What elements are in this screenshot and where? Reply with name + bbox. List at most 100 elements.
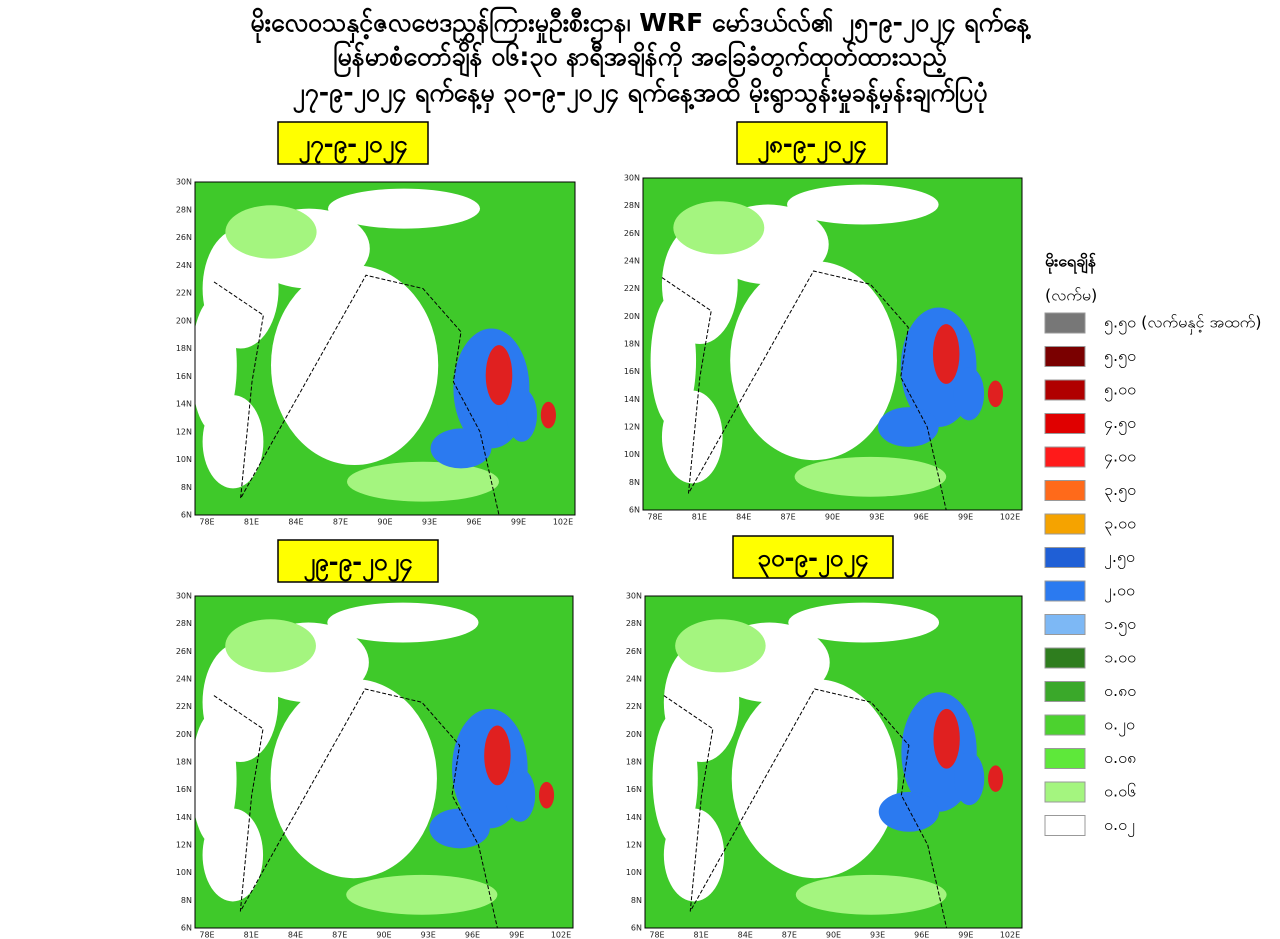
lat-label: 24N (626, 675, 642, 684)
legend-label: ၂.၀၀ (1104, 581, 1135, 603)
legend-swatch (1044, 346, 1086, 367)
light-rain (675, 619, 766, 673)
lon-label: 90E (376, 931, 391, 939)
map-frame (642, 177, 1023, 511)
legend-label: ၀.၀၈ (1104, 748, 1136, 767)
lat-label: 6N (631, 924, 642, 933)
lon-label: 87E (332, 931, 347, 939)
lat-label: 20N (176, 730, 192, 739)
lat-label: 28N (624, 201, 640, 210)
lon-label: 99E (958, 513, 973, 522)
legend-unit: (လက်မ) (1045, 286, 1097, 305)
lon-label: 84E (288, 518, 303, 527)
lat-label: 18N (176, 344, 192, 353)
legend-swatch (1044, 714, 1086, 736)
legend-swatch (1044, 413, 1086, 434)
lon-label: 78E (199, 931, 214, 939)
lon-label: 78E (199, 518, 214, 527)
dry-area (650, 294, 697, 427)
lat-label: 22N (626, 702, 642, 711)
lon-label: 87E (782, 931, 797, 939)
dry-area (730, 261, 897, 461)
light-rain (794, 456, 947, 497)
very-heavy-rain (484, 725, 511, 786)
lat-label: 10N (176, 868, 192, 877)
lat-label: 10N (626, 868, 642, 877)
map (195, 596, 573, 928)
legend-label: ၁.၅၀ (1104, 614, 1136, 636)
lat-label: 8N (629, 478, 640, 487)
lat-label: 10N (624, 450, 640, 459)
heavy-rain (429, 808, 490, 849)
dry-area (787, 184, 939, 225)
lat-label: 18N (176, 758, 192, 767)
map (195, 182, 575, 515)
legend-swatch (1044, 312, 1086, 334)
lon-label: 90E (377, 518, 392, 527)
lon-label: 87E (781, 513, 796, 522)
lat-label: 18N (626, 758, 642, 767)
lat-label: 16N (176, 785, 192, 794)
legend-label: ၀.၂၀ (1104, 715, 1135, 737)
lon-label: 102E (1000, 513, 1020, 522)
legend-label: ၄.၅၀ (1104, 413, 1136, 435)
very-heavy-rain (988, 765, 1004, 792)
lon-label: 84E (288, 931, 303, 939)
dry-area (788, 602, 940, 643)
lon-label: 93E (870, 931, 885, 939)
map-frame (194, 595, 574, 929)
lon-label: 99E (511, 518, 526, 527)
legend-swatch (1044, 647, 1086, 669)
lon-label: 102E (551, 931, 571, 939)
lat-label: 6N (181, 924, 192, 933)
date-box (736, 121, 888, 165)
lat-label: 24N (624, 257, 640, 266)
very-heavy-rain (485, 345, 513, 406)
legend-label: ၅.၀၀ (1104, 380, 1136, 402)
heavy-rain (878, 791, 940, 832)
lat-label: 30N (626, 592, 642, 601)
lat-label: 18N (624, 340, 640, 349)
lat-label: 26N (176, 233, 192, 242)
legend-swatch (1044, 379, 1086, 401)
legend-label: ၀.၀၆ (1104, 782, 1136, 801)
very-heavy-rain (933, 708, 960, 769)
lon-label: 81E (692, 513, 707, 522)
lat-label: 24N (176, 261, 192, 270)
coastline (213, 688, 498, 928)
lat-label: 14N (626, 813, 642, 822)
legend-swatch (1044, 815, 1086, 836)
legend-swatch (1044, 580, 1086, 602)
coastline (663, 688, 948, 928)
lat-label: 22N (176, 289, 192, 298)
dry-area (271, 265, 439, 466)
title-line: မိုးလေဝသနှင့်ဇလဗေဒညွှန်ကြားမှုဦးစီးဌာန၊ … (250, 7, 1031, 43)
lat-label: 8N (181, 483, 192, 492)
lon-label: 99E (509, 931, 524, 939)
very-heavy-rain (538, 781, 555, 809)
lon-label: 96E (466, 518, 481, 527)
date-box (732, 535, 894, 579)
dry-area (328, 188, 480, 229)
map (643, 178, 1022, 510)
lat-label: 26N (624, 229, 640, 238)
lat-label: 28N (176, 205, 192, 214)
lat-label: 28N (176, 619, 192, 628)
legend-swatch (1044, 480, 1086, 501)
legend-swatch (1044, 547, 1086, 568)
lon-label: 102E (1000, 931, 1020, 939)
title-line: မြန်မာစံတော်ချိန် ၀၆:၃၀ နာရီအချိန်ကို အခ… (333, 41, 946, 77)
very-heavy-rain (540, 401, 557, 429)
lat-label: 22N (176, 702, 192, 711)
heavy-rain (504, 768, 536, 822)
very-heavy-rain (987, 380, 1004, 408)
lon-label: 99E (958, 931, 973, 939)
light-rain (225, 619, 316, 673)
date-box (277, 539, 439, 583)
legend-label: ၅.၅၀ (လက်မနှင့် အထက်) (1104, 313, 1262, 335)
lat-label: 16N (176, 372, 192, 381)
lat-label: 20N (626, 730, 642, 739)
date-box (277, 121, 429, 165)
light-rain (225, 205, 317, 259)
